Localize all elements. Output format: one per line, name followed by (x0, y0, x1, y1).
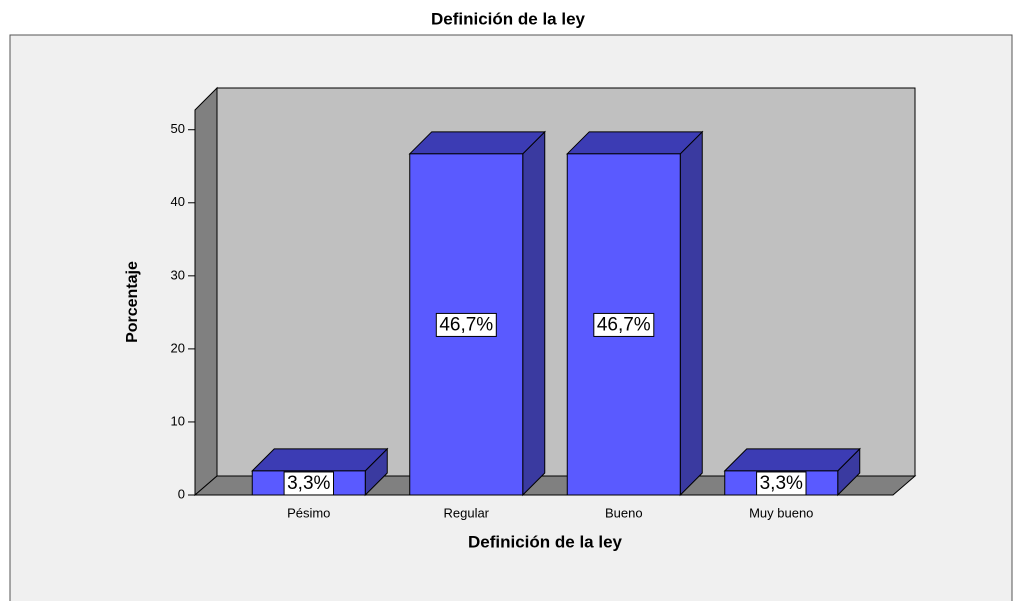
data-label: 46,7% (597, 314, 651, 335)
data-label: 3,3% (760, 473, 803, 494)
bar-side (679, 130, 703, 497)
data-label-box (756, 471, 807, 496)
bar-top (251, 448, 389, 472)
x-tick-label: Muy bueno (749, 505, 813, 520)
data-label: 3,3% (287, 473, 330, 494)
chart-title: Definición de la ley (431, 9, 586, 28)
bar-top (408, 131, 546, 155)
side-wall (194, 86, 218, 497)
bar-top (566, 131, 704, 155)
bar-side (522, 130, 546, 497)
y-axis-title: Porcentaje (124, 261, 141, 343)
y-tick-label: 20 (171, 340, 185, 355)
data-label-box (283, 471, 335, 496)
y-tick-label: 40 (171, 194, 185, 209)
x-tick-label: Bueno (605, 505, 643, 520)
y-tick-label: 10 (171, 413, 185, 428)
data-label-box (435, 312, 497, 337)
x-tick-label: Pésimo (287, 505, 330, 520)
bar-top (723, 448, 861, 472)
data-label: 46,7% (439, 314, 493, 335)
y-tick-label: 0 (178, 486, 185, 501)
y-tick-label: 50 (171, 121, 185, 136)
x-tick-label: Regular (443, 505, 489, 520)
back-wall (216, 87, 916, 477)
y-tick-label: 30 (171, 267, 185, 282)
x-axis-title: Definición de la ley (468, 532, 623, 551)
data-label-box (593, 312, 655, 337)
